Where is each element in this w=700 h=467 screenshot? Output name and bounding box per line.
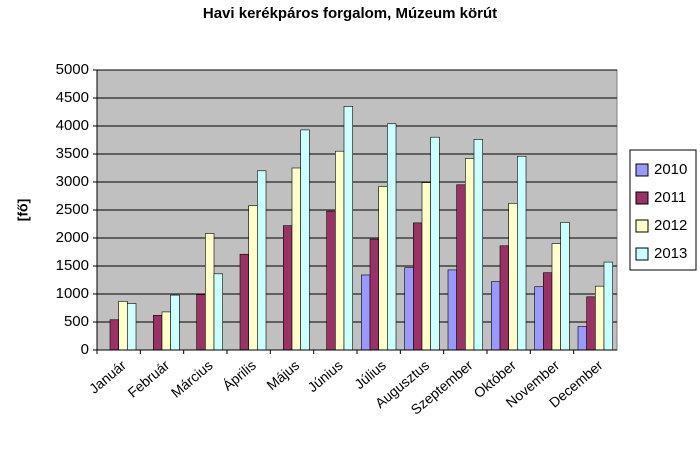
y-tick-label: 5000 [56, 61, 89, 78]
bar [577, 326, 587, 351]
legend-swatch [635, 219, 649, 233]
bar [456, 184, 466, 351]
legend-swatch [635, 247, 649, 261]
x-tick-label: Február [124, 357, 172, 401]
bar [369, 238, 379, 351]
bar [127, 303, 137, 351]
bar [465, 158, 475, 351]
bar [196, 294, 206, 351]
bar [517, 155, 527, 351]
bar [413, 222, 423, 351]
legend-swatch [635, 163, 649, 177]
bar [291, 167, 301, 351]
y-tick-label: 3000 [56, 173, 89, 190]
legend-label: 2010 [654, 161, 687, 178]
bar [283, 225, 293, 351]
y-tick-label: 500 [64, 313, 89, 330]
bar [213, 273, 223, 351]
bar [595, 285, 605, 351]
bar [404, 267, 414, 351]
bar [300, 129, 310, 351]
bar [543, 272, 553, 351]
bar [170, 294, 180, 351]
bar [603, 261, 613, 351]
x-tick-label: Január [86, 357, 129, 397]
bar [421, 182, 431, 351]
bar [430, 136, 440, 351]
bar [343, 106, 353, 351]
y-tick-label: 2500 [56, 201, 89, 218]
legend-label: 2013 [654, 245, 687, 262]
y-axis-label: [fő] [15, 199, 31, 222]
y-tick-label: 2000 [56, 229, 89, 246]
y-tick-label: 1000 [56, 285, 89, 302]
bar [118, 300, 128, 351]
y-tick-label: 4000 [56, 117, 89, 134]
bar [205, 233, 215, 351]
bar [491, 281, 501, 351]
bar [335, 150, 345, 351]
legend-label: 2011 [654, 189, 686, 206]
x-tick-label: Május [263, 357, 302, 393]
legend-swatch [635, 191, 649, 205]
legend-label: 2012 [654, 217, 687, 234]
x-tick-label: Március [168, 357, 216, 401]
bar [153, 314, 163, 351]
bar [447, 269, 457, 351]
chart-title: Havi kerékpáros forgalom, Múzeum körút [203, 5, 497, 22]
bar [257, 170, 267, 351]
bar [508, 202, 518, 351]
bar [534, 286, 544, 351]
bar [161, 311, 171, 351]
bar [248, 205, 258, 351]
y-tick-label: 0 [81, 341, 89, 358]
bar [586, 296, 596, 351]
x-tick-label: Július [351, 357, 389, 392]
x-tick-label: Június [304, 357, 345, 395]
bar [560, 222, 570, 351]
bar [109, 319, 119, 351]
bar [239, 253, 249, 351]
bar [378, 186, 388, 351]
y-tick-label: 1500 [56, 257, 89, 274]
bar [551, 243, 561, 351]
bar [326, 210, 336, 351]
y-tick-label: 3500 [56, 145, 89, 162]
bar [499, 245, 509, 351]
x-tick-label: Április [219, 357, 258, 394]
y-tick-label: 4500 [56, 89, 89, 106]
bar [387, 123, 397, 351]
bar [361, 274, 371, 351]
bar [473, 139, 483, 351]
